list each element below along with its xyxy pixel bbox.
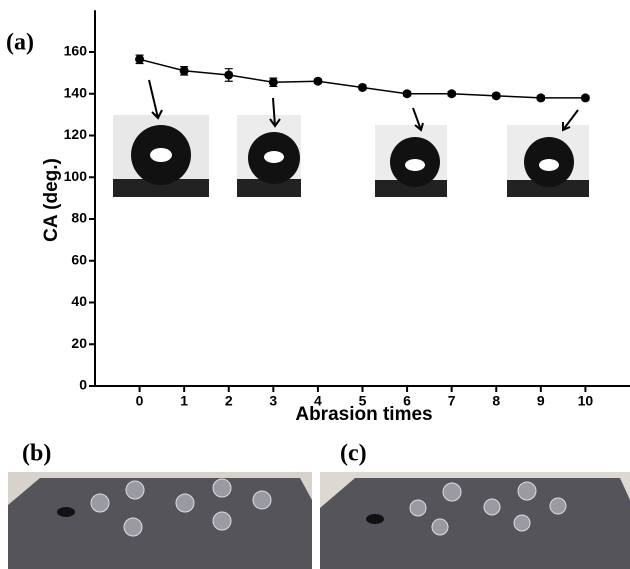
data-point [268,77,278,87]
y-tick-label: 80 [71,210,87,226]
panel-label: (c) [340,441,367,467]
data-point [447,89,457,99]
y-tick-label: 60 [71,251,87,267]
x-tick-label: 10 [578,393,594,409]
x-tick-label: 2 [225,393,233,409]
x-tick-label: 1 [180,393,188,409]
x-tick-label: 3 [269,393,277,409]
y-tick-label: 160 [64,43,88,59]
photo [320,472,630,569]
x-tick-label: 6 [403,393,411,409]
arrows [148,79,579,132]
y-tick-label: 40 [71,293,87,309]
panel-label: (a) [6,30,34,56]
x-tick-label: 9 [537,393,545,409]
y-tick-label: 20 [71,335,87,351]
droplet-insets [113,115,589,197]
x-tick-label: 4 [314,393,322,409]
x-tick-label: 0 [136,393,144,409]
x-tick-label: 5 [359,393,367,409]
data-point [224,70,234,80]
y-axis-title: CA (deg.) [41,158,62,242]
data-point [402,89,412,99]
x-axis-title: Abrasion times [295,404,432,425]
x-tick-label: 7 [448,393,456,409]
data-point [313,76,323,86]
data-point [536,93,546,103]
data-point [179,66,189,76]
data-point [491,91,501,101]
photo [8,472,312,569]
data-point [580,93,590,103]
y-tick-label: 120 [64,126,88,142]
y-tick-label: 100 [64,168,88,184]
y-tick-label: 0 [79,377,87,393]
data-point [135,54,145,64]
x-tick-label: 8 [492,393,500,409]
data-point [358,82,367,92]
line [139,58,586,99]
panel-label: (b) [22,441,51,467]
y-tick-label: 140 [64,84,88,100]
